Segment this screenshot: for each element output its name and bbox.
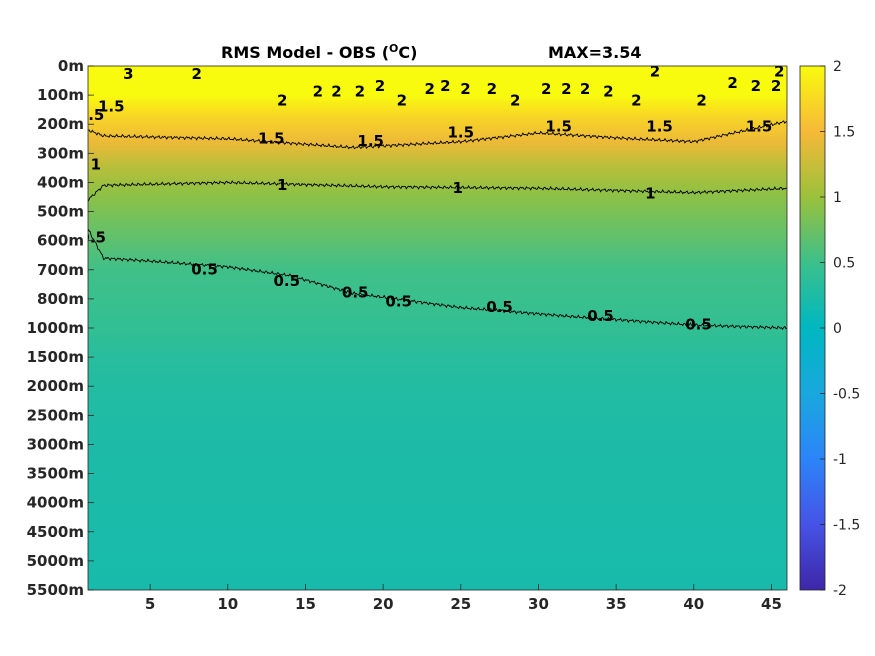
contour-label: 0.5: [342, 284, 369, 302]
contour-label: 0.5: [274, 272, 301, 290]
contour-label: 2: [650, 62, 660, 80]
x-tick-label: 15: [295, 595, 316, 613]
contour-label: 2: [696, 91, 706, 109]
y-tick-label: 2000m: [27, 377, 84, 395]
title-main: RMS Model - OBS (: [221, 43, 389, 62]
contour-label: 0.5: [79, 228, 106, 246]
contour-label: 2: [631, 91, 641, 109]
y-tick-label: 600m: [37, 232, 84, 250]
chart-title: RMS Model - OBS (OC): [221, 42, 417, 62]
contour-label: 1.5: [448, 124, 475, 142]
contour-label: 2: [424, 80, 434, 98]
contour-label: 2: [771, 77, 781, 95]
x-tick-label: 35: [606, 595, 627, 613]
contour-label: 1.5: [646, 118, 673, 136]
contour-label: 2: [331, 83, 341, 101]
contour-line: [88, 228, 787, 330]
y-tick-label: 800m: [37, 290, 84, 308]
colorbar-tick-label: -1: [833, 452, 847, 468]
contour-label: 1: [277, 176, 287, 194]
y-tick-label: 5500m: [27, 581, 84, 599]
contour-label: 2: [727, 74, 737, 92]
contour-line: [88, 120, 787, 150]
colorbar-tick-label: -2: [833, 583, 847, 599]
y-tick-label: 500m: [37, 203, 84, 221]
contour-label: 2: [277, 91, 287, 109]
contour-label: 0.5: [587, 307, 614, 325]
colorbar-tick-label: 1.5: [833, 125, 855, 141]
x-axis: 5 10 15 20 25 30 35 40 45: [145, 584, 782, 613]
contour-label: 2: [487, 80, 497, 98]
y-tick-label: 400m: [37, 173, 84, 191]
y-tick-label: 200m: [37, 115, 84, 133]
title-unit-superscript: O: [389, 42, 398, 55]
colorbar-tick-label: -0.5: [833, 387, 860, 403]
x-tick-label: 20: [373, 595, 394, 613]
x-tick-label: 10: [217, 595, 238, 613]
contour-lines: [88, 120, 787, 330]
contour-label: 2: [355, 83, 365, 101]
contour-label: 1.5: [545, 118, 572, 136]
contour-label: 1: [91, 156, 101, 174]
y-tick-label: 3000m: [27, 435, 84, 453]
y-tick-label: 100m: [37, 86, 84, 104]
x-tick-label: 30: [528, 595, 549, 613]
colorbar-ticks: 2 1.5 1 0.5 0 -0.5 -1 -1.5 -2: [820, 59, 860, 599]
y-tick-label: 700m: [37, 261, 84, 279]
contour-label: 0.5: [685, 316, 712, 334]
contour-label: 2: [460, 80, 470, 98]
y-tick-label: 2500m: [27, 406, 84, 424]
contour-label: 2: [603, 83, 613, 101]
x-tick-label: 45: [761, 595, 782, 613]
contour-label: 1: [452, 179, 462, 197]
contour-label: 2: [440, 77, 450, 95]
contour-label: 2.5: [78, 106, 105, 124]
y-tick-label: 1000m: [27, 319, 84, 337]
y-tick-label: 4000m: [27, 494, 84, 512]
colorbar-tick-label: -1.5: [833, 518, 860, 534]
y-tick-label: 0m: [58, 57, 84, 75]
y-axis: 0m 100m 200m 300m 400m 500m 600m 700m 800m 1000m 1…: [27, 57, 94, 599]
contour-label: 2: [541, 80, 551, 98]
contour-label: 2: [561, 80, 571, 98]
colorbar-tick-label: 1: [833, 190, 842, 206]
contour-label: 2: [397, 91, 407, 109]
contour-label: 0.5: [385, 292, 412, 310]
y-tick-label: 4500m: [27, 523, 84, 541]
contour-line: [88, 180, 787, 202]
contour-label: 3: [123, 65, 133, 83]
contour-label: 0.5: [486, 298, 513, 316]
y-tick-label: 1500m: [27, 348, 84, 366]
title-suffix: C): [398, 43, 417, 62]
x-tick-label: 25: [450, 595, 471, 613]
contour-label: 1: [645, 185, 655, 203]
contour-label: 2: [375, 77, 385, 95]
colorbar-tick-label: 0: [833, 321, 842, 337]
max-label: MAX=3.54: [548, 43, 642, 62]
heatmap-field: [88, 66, 787, 590]
contour-label: 2: [774, 62, 784, 80]
colorbar-tick-label: 2: [833, 59, 842, 75]
contour-label: 1.5: [746, 118, 773, 136]
x-tick-label: 40: [683, 595, 704, 613]
contour-label: 1.5: [357, 132, 384, 150]
colorbar: 2 1.5 1 0.5 0 -0.5 -1 -1.5 -2: [799, 59, 860, 599]
contour-label: 0.5: [191, 260, 218, 278]
y-tick-label: 300m: [37, 144, 84, 162]
contour-label: 2: [580, 80, 590, 98]
contour-label: 1.5: [98, 97, 125, 115]
y-tick-label: 5000m: [27, 552, 84, 570]
contour-label: 2: [191, 65, 201, 83]
x-tick-label: 5: [145, 595, 155, 613]
contour-label: 2: [510, 91, 520, 109]
contour-label: 2: [313, 83, 323, 101]
colorbar-tick-label: 0.5: [833, 256, 855, 272]
contour-label: 2: [751, 77, 761, 95]
y-tick-label: 3500m: [27, 465, 84, 483]
contour-label: 1.5: [258, 129, 285, 147]
